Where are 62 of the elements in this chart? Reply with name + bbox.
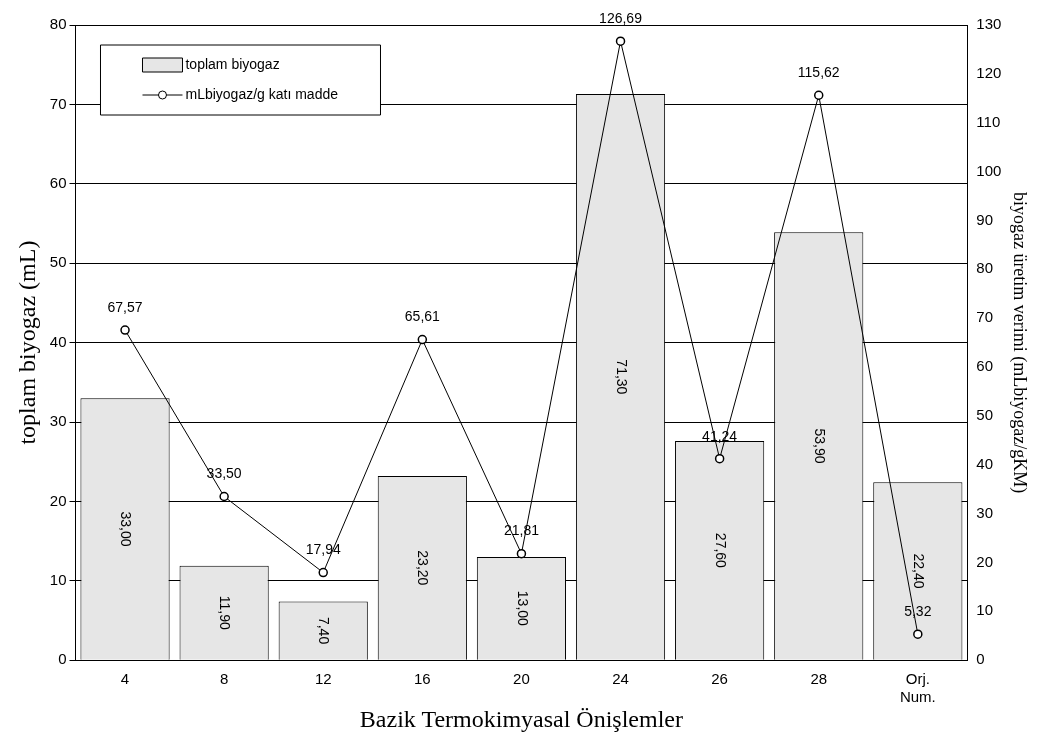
data-label: 67,57 <box>107 298 143 315</box>
data-label: 71,30 <box>613 359 630 395</box>
point <box>714 453 725 464</box>
point <box>120 325 130 335</box>
data-label: 65,61 <box>404 308 441 325</box>
y-tick-label: 50 <box>49 253 67 271</box>
legend-label: mLbiyogaz/g katı madde <box>185 85 339 102</box>
y2-tick-label: 110 <box>976 112 1001 130</box>
point <box>813 90 824 101</box>
y-tick-label: 60 <box>49 173 67 191</box>
y2-tick-label: 10 <box>976 601 994 619</box>
point <box>417 334 428 345</box>
data-label: 33,50 <box>206 465 242 482</box>
y-tick-label: 0 <box>58 650 67 668</box>
x-axis-title: Bazik Termokimyasal Önişlemler <box>359 705 683 732</box>
data-label: 17,94 <box>305 541 341 558</box>
y2-tick-label: 100 <box>976 161 1002 179</box>
data-label: 23,20 <box>415 550 432 586</box>
y2-tick-label: 70 <box>976 308 994 326</box>
x-tick-label: 12 <box>314 670 332 688</box>
data-label: 53,90 <box>811 428 828 464</box>
legend-label: toplam biyogaz <box>185 55 280 72</box>
y2-tick-label: 80 <box>976 259 994 277</box>
x-tick-label: 16 <box>413 670 431 688</box>
x-tick-label: 26 <box>711 670 728 688</box>
y2-axis-title: biyogaz üretim verimi (mLbiyogaz/gKM) <box>1009 191 1031 494</box>
data-label: 115,62 <box>797 64 840 81</box>
data-label: 22,40 <box>910 553 927 589</box>
data-label: 33,00 <box>118 511 135 547</box>
point <box>913 629 923 639</box>
x-tick-label: 20 <box>513 670 530 688</box>
data-label: 11,90 <box>217 595 234 630</box>
data-label: 13,00 <box>514 590 531 627</box>
point <box>219 491 229 502</box>
x-tick-label: 8 <box>219 670 229 688</box>
point <box>516 548 527 559</box>
x-tick-label: 28 <box>810 670 828 688</box>
y2-tick-label: 20 <box>976 552 994 570</box>
y-axis-title: toplam biyogaz (mL) <box>13 240 40 445</box>
y2-tick-label: 30 <box>976 503 994 521</box>
y2-tick-label: 40 <box>976 454 994 472</box>
y2-tick-label: 130 <box>976 15 1002 33</box>
point <box>318 567 328 578</box>
y2-tick-label: 0 <box>976 650 985 668</box>
point <box>615 36 626 46</box>
y2-tick-label: 90 <box>976 210 994 228</box>
x-tick-label: Orj. Num. <box>899 670 936 706</box>
y-tick-label: 80 <box>49 15 67 33</box>
y-tick-label: 30 <box>49 412 67 430</box>
x-tick-label: 24 <box>612 670 629 688</box>
y2-tick-label: 60 <box>976 357 994 375</box>
y2-tick-label: 50 <box>976 406 994 424</box>
y-tick-label: 10 <box>49 570 67 588</box>
x-tick-label: 4 <box>120 670 130 688</box>
y-tick-label: 20 <box>49 491 67 509</box>
data-label: 27,60 <box>712 532 729 569</box>
y2-tick-label: 120 <box>976 64 1002 81</box>
y-tick-label: 70 <box>49 94 67 112</box>
data-label: 7,40 <box>316 616 333 645</box>
data-label: 5,32 <box>904 603 932 620</box>
data-label: 126,69 <box>599 10 643 27</box>
y-tick-label: 40 <box>49 332 67 350</box>
